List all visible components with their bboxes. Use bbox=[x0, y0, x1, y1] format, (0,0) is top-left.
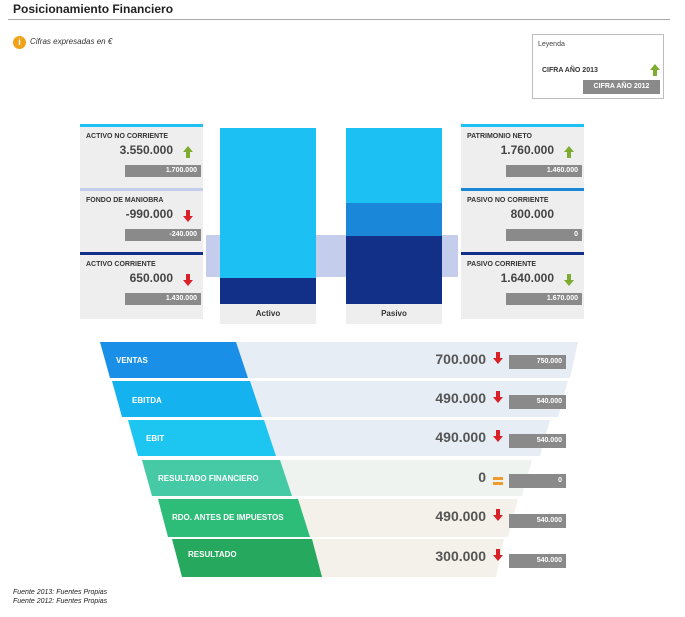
funnel-row-previous: 540.000 bbox=[509, 554, 566, 568]
funnel-row-label: EBIT bbox=[146, 434, 165, 443]
funnel-row-background bbox=[142, 460, 532, 496]
pasivo-column: Pasivo bbox=[346, 128, 442, 324]
box-previous-value: 1.460.000 bbox=[506, 165, 582, 177]
funnel-row-value: 490.000 bbox=[435, 390, 486, 406]
fondo-maniobra-box: FONDO DE MANIOBRA -990.000 -240.000 bbox=[80, 188, 203, 255]
legend-title: Leyenda bbox=[538, 41, 565, 48]
activo-column: Activo bbox=[220, 128, 316, 324]
funnel-row-value: 300.000 bbox=[435, 548, 486, 564]
funnel-row-background bbox=[128, 420, 550, 456]
funnel-row-label: RDO. ANTES DE IMPUESTOS bbox=[172, 513, 284, 522]
box-label: FONDO DE MANIOBRA bbox=[86, 197, 164, 204]
box-top-bar bbox=[461, 124, 584, 127]
funnel-row-previous: 540.000 bbox=[509, 395, 566, 409]
legend-previous-year: CIFRA AÑO 2012 bbox=[583, 80, 660, 94]
box-value: 800.000 bbox=[510, 207, 554, 221]
box-previous-value: -240.000 bbox=[125, 229, 201, 241]
box-top-bar bbox=[80, 124, 203, 127]
pasivo-label: Pasivo bbox=[346, 304, 442, 324]
pasivo-corriente-bar bbox=[346, 236, 442, 304]
arrow-down-icon bbox=[493, 390, 503, 408]
funnel-row-background bbox=[158, 499, 518, 537]
box-top-bar bbox=[461, 188, 584, 191]
arrow-up-icon bbox=[564, 145, 574, 163]
box-previous-value: 1.430.000 bbox=[125, 293, 201, 305]
funnel-row-value: 490.000 bbox=[435, 508, 486, 524]
funnel-row-resultado: RESULTADO 300.000 540.000 bbox=[100, 539, 580, 577]
legend: Leyenda CIFRA AÑO 2013 CIFRA AÑO 2012 bbox=[532, 34, 664, 99]
funnel-row-label: EBITDA bbox=[132, 396, 162, 405]
arrow-down-icon bbox=[183, 273, 193, 291]
patrimonio-neto-bar bbox=[346, 128, 442, 203]
arrow-down-icon bbox=[564, 273, 574, 291]
page-title: Posicionamiento Financiero bbox=[13, 2, 174, 16]
pasivo-corriente-box: PASIVO CORRIENTE 1.640.000 1.670.000 bbox=[461, 252, 584, 319]
info-icon: i bbox=[13, 36, 26, 49]
funnel-row-label: VENTAS bbox=[116, 356, 148, 365]
currency-note: Cifras expresadas en € bbox=[30, 37, 113, 46]
box-label: ACTIVO NO CORRIENTE bbox=[86, 133, 169, 140]
funnel-row-rdo-antes-impuestos: RDO. ANTES DE IMPUESTOS 490.000 540.000 bbox=[100, 499, 580, 537]
funnel-row-label: RESULTADO bbox=[188, 550, 237, 559]
funnel-row-value: 490.000 bbox=[435, 429, 486, 445]
funnel-row-previous: 0 bbox=[509, 474, 566, 488]
patrimonio-neto-box: PATRIMONIO NETO 1.760.000 1.460.000 bbox=[461, 124, 584, 191]
title-divider bbox=[8, 19, 670, 20]
funnel-row-ebit: EBIT 490.000 540.000 bbox=[100, 420, 580, 456]
arrow-down-icon bbox=[493, 429, 503, 447]
box-value: 650.000 bbox=[129, 271, 173, 285]
activo-label: Activo bbox=[220, 304, 316, 324]
funnel-row-resultado-financiero: RESULTADO FINANCIERO 0 0 bbox=[100, 460, 580, 496]
source-2012: Fuente 2012: Fuentes Propias bbox=[13, 598, 108, 605]
funnel-row-ebitda: EBITDA 490.000 540.000 bbox=[100, 381, 580, 417]
funnel-row-value: 0 bbox=[478, 469, 486, 485]
box-value: 1.640.000 bbox=[500, 271, 554, 285]
box-label: PASIVO NO CORRIENTE bbox=[467, 197, 549, 204]
box-value: 1.760.000 bbox=[500, 143, 554, 157]
box-label: PATRIMONIO NETO bbox=[467, 133, 532, 140]
activo-no-corriente-box: ACTIVO NO CORRIENTE 3.550.000 1.700.000 bbox=[80, 124, 203, 191]
funnel-row-background bbox=[172, 539, 504, 577]
box-previous-value: 0 bbox=[506, 229, 582, 241]
arrow-up-icon bbox=[183, 145, 193, 163]
funnel-row-label: RESULTADO FINANCIERO bbox=[158, 474, 259, 483]
funnel-row-previous: 540.000 bbox=[509, 514, 566, 528]
legend-current-year: CIFRA AÑO 2013 bbox=[542, 67, 598, 74]
source-2013: Fuente 2013: Fuentes Propias bbox=[13, 589, 108, 596]
box-previous-value: 1.700.000 bbox=[125, 165, 201, 177]
box-top-bar bbox=[80, 252, 203, 255]
activo-corriente-bar bbox=[220, 278, 316, 304]
funnel-row-ventas: VENTAS 700.000 750.000 bbox=[100, 342, 580, 378]
funnel-row-previous: 540.000 bbox=[509, 434, 566, 448]
arrow-down-icon bbox=[493, 548, 503, 566]
funnel-row-value: 700.000 bbox=[435, 351, 486, 367]
box-top-bar bbox=[80, 188, 203, 191]
box-value: -990.000 bbox=[125, 207, 173, 221]
arrow-down-icon bbox=[183, 209, 193, 227]
funnel-row-background bbox=[112, 381, 568, 417]
activo-corriente-box: ACTIVO CORRIENTE 650.000 1.430.000 bbox=[80, 252, 203, 319]
box-value: 3.550.000 bbox=[119, 143, 173, 157]
activo-no-corriente-bar bbox=[220, 128, 316, 278]
box-previous-value: 1.670.000 bbox=[506, 293, 582, 305]
arrow-up-icon bbox=[650, 63, 660, 81]
funnel-row-previous: 750.000 bbox=[509, 355, 566, 369]
box-label: PASIVO CORRIENTE bbox=[467, 261, 537, 268]
arrow-down-icon bbox=[493, 351, 503, 369]
box-label: ACTIVO CORRIENTE bbox=[86, 261, 156, 268]
funnel-row-background bbox=[100, 342, 578, 378]
box-top-bar bbox=[461, 252, 584, 255]
arrow-down-icon bbox=[493, 508, 503, 526]
pasivo-no-corriente-bar bbox=[346, 203, 442, 236]
pasivo-no-corriente-box: PASIVO NO CORRIENTE 800.000 0 bbox=[461, 188, 584, 255]
equal-icon bbox=[493, 472, 503, 490]
